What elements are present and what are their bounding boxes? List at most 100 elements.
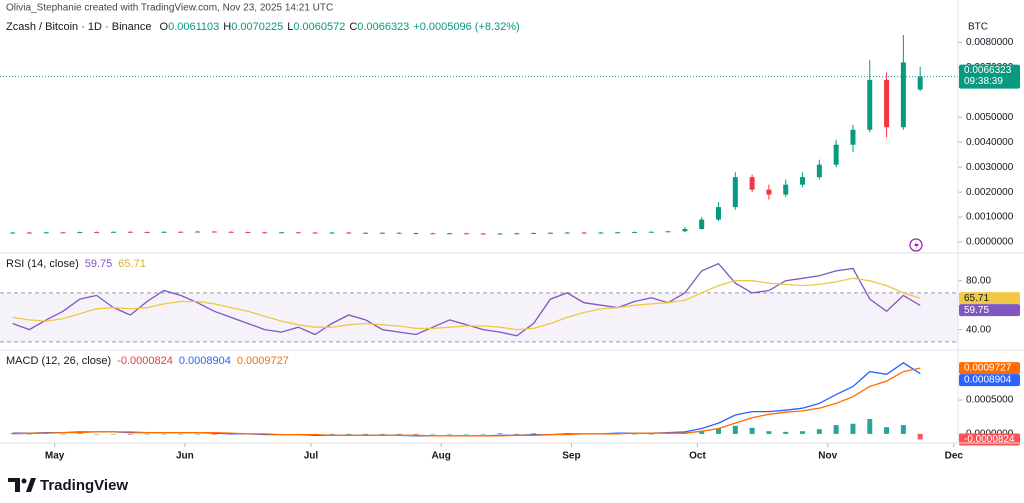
histogram-bar — [850, 423, 856, 434]
alert-icon[interactable] — [909, 238, 923, 252]
histogram-bar — [178, 433, 184, 435]
ohlc-label: H — [223, 21, 231, 33]
histogram-bar — [631, 433, 637, 435]
x-tick-label: Jul — [304, 451, 319, 462]
logo-mark — [26, 478, 36, 492]
candle-body — [77, 232, 83, 234]
histogram-bar — [94, 433, 100, 435]
histogram-bar — [648, 433, 654, 435]
histogram-bar — [194, 433, 200, 435]
histogram-bar — [816, 429, 822, 434]
price-label: 59.75 — [964, 305, 989, 316]
price-label-box — [959, 374, 1020, 387]
x-tick-label: May — [45, 451, 65, 462]
candle-body — [716, 207, 721, 220]
histogram-bar — [211, 433, 217, 435]
histogram-bar — [363, 433, 369, 435]
price-label: 09:38:39 — [964, 76, 1003, 87]
candle-body — [295, 232, 301, 234]
histogram-bar — [447, 433, 453, 435]
rsi-title: RSI (14, close) — [6, 258, 79, 270]
x-tick-label: Dec — [945, 451, 964, 462]
candle-body — [732, 177, 738, 208]
y-tick-label: 0.0000000 — [966, 237, 1014, 248]
histogram-bar — [749, 427, 755, 434]
candle-body — [480, 233, 486, 235]
indicator-line — [12, 367, 921, 437]
price-label-box — [959, 362, 1020, 375]
price-label: -0.0000824 — [964, 434, 1015, 445]
price-label-box — [959, 304, 1020, 317]
histogram-bar — [127, 433, 133, 435]
change-value: +0.0005096 (+8.32%) — [413, 21, 519, 33]
ohlc-label: O — [160, 21, 169, 33]
candle-body — [10, 232, 16, 234]
histogram-bar — [833, 425, 839, 434]
open-value: 0.0061103 — [168, 21, 219, 33]
y-tick-label: 40.00 — [966, 324, 991, 335]
candle-body — [631, 232, 637, 234]
currency-unit: BTC — [968, 22, 988, 33]
histogram-bar — [531, 433, 537, 434]
candle-body — [598, 232, 604, 234]
histogram-bar — [413, 433, 419, 435]
histogram-bar — [732, 425, 738, 434]
candle-body — [531, 233, 537, 235]
logo-text: TradingView — [40, 477, 128, 494]
rsi-ma-value: 65.71 — [118, 258, 146, 270]
candle-body — [379, 232, 385, 234]
y-tick-label: 0.0020000 — [966, 187, 1014, 198]
candle-body — [900, 62, 906, 128]
histogram-bar — [800, 431, 806, 434]
candle-body — [514, 233, 520, 235]
high-value: 0.0070225 — [231, 21, 283, 33]
macd-value: 0.0008904 — [179, 355, 231, 367]
candle-body — [447, 233, 453, 235]
candle-body — [211, 231, 217, 233]
candle-body — [312, 232, 318, 234]
histogram-bar — [463, 433, 469, 435]
candle-body — [60, 232, 66, 234]
rsi-value: 59.75 — [85, 258, 113, 270]
x-tick-label: Sep — [562, 451, 580, 462]
histogram-bar — [110, 433, 116, 435]
y-tick-label: 80.00 — [966, 275, 991, 286]
y-tick-label: 0.0050000 — [966, 112, 1014, 123]
y-tick-label: 0.0030000 — [966, 162, 1014, 173]
candle-body — [665, 231, 671, 233]
logo: TradingView — [8, 477, 128, 494]
candle-body — [682, 229, 688, 232]
candle-body — [26, 232, 32, 234]
candle-body — [917, 76, 923, 90]
candle-body — [178, 231, 184, 233]
candle-body — [430, 233, 436, 235]
candle-body — [547, 232, 553, 234]
price-label: 0.0008904 — [964, 375, 1012, 386]
macd-title: MACD (12, 26, close) — [6, 355, 111, 367]
candle-body — [884, 79, 890, 128]
histogram-bar — [884, 427, 890, 434]
y-tick-label: 0.0080000 — [966, 37, 1014, 48]
price-label-box — [959, 292, 1020, 305]
candle-body — [749, 177, 755, 190]
candle-body — [783, 184, 789, 195]
histogram-bar — [60, 433, 66, 435]
candle-body — [127, 231, 133, 233]
candle-body — [816, 164, 822, 178]
price-label: 0.0009727 — [964, 363, 1012, 374]
x-tick-label: Nov — [818, 451, 837, 462]
y-tick-label: 0.0040000 — [966, 137, 1014, 148]
logo-dot — [21, 478, 27, 484]
candle-body — [144, 232, 150, 234]
alert-bolt[interactable] — [914, 241, 919, 250]
x-tick-label: Jun — [176, 451, 194, 462]
macd-legend: MACD (12, 26, close) -0.0000824 0.0008904 0… — [6, 355, 289, 367]
candle-body — [699, 219, 705, 230]
rsi-legend: RSI (14, close) 59.75 65.71 — [6, 258, 146, 270]
candle-body — [581, 232, 587, 234]
alert-circle[interactable] — [909, 238, 923, 252]
candle-body — [766, 189, 772, 195]
candle-body — [262, 232, 268, 234]
histogram-bar — [396, 433, 402, 435]
